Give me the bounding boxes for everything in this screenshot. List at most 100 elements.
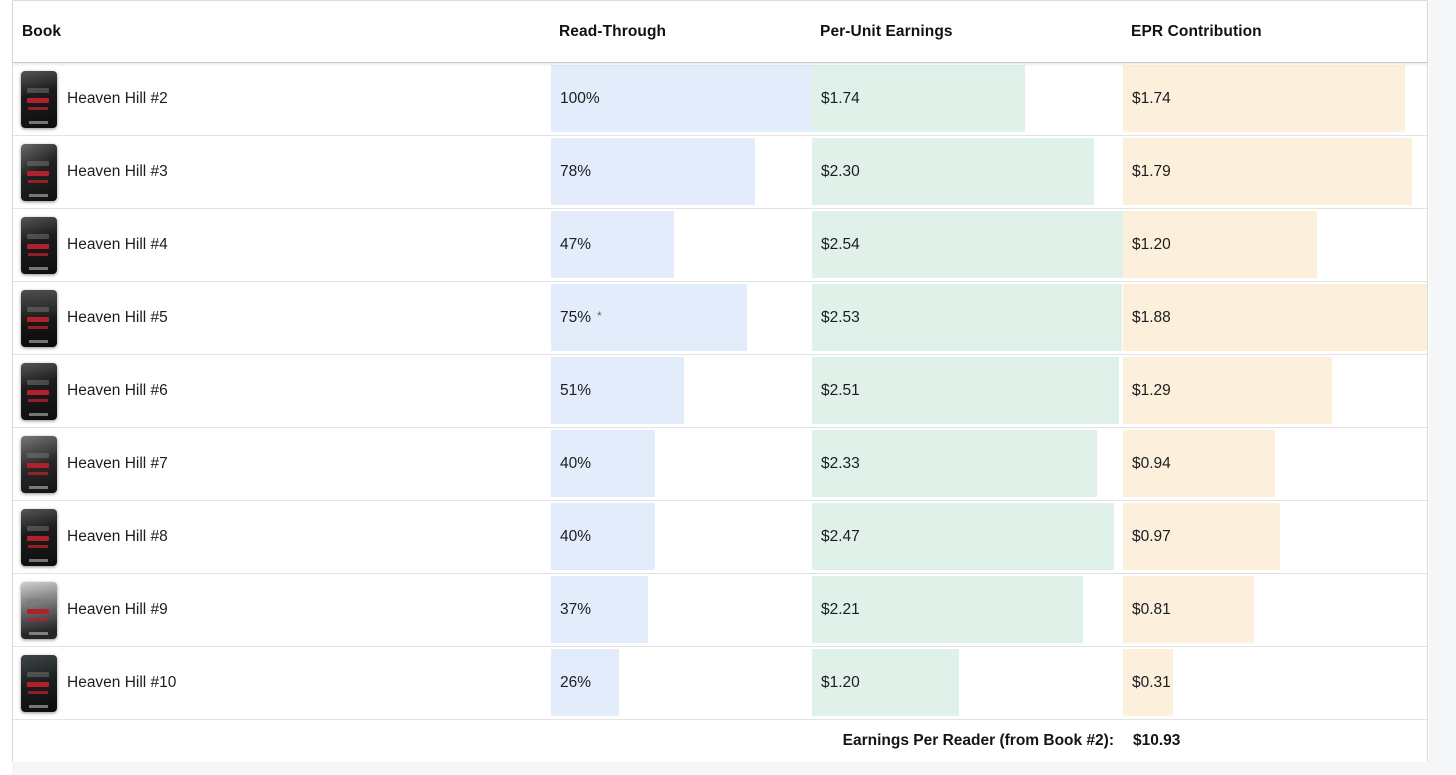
book-cover-image — [21, 362, 57, 420]
read-through-value: 100% — [560, 90, 600, 107]
page-background-bottom — [12, 762, 1429, 775]
table-header-row: Book Read-Through Per-Unit Earnings EPR … — [13, 1, 1427, 63]
epr-contribution-cell: $0.97 — [1123, 501, 1427, 573]
book-cell: Heaven Hill #2 — [13, 63, 551, 135]
book-cover-image — [21, 143, 57, 201]
epr-contribution-bar — [1123, 284, 1427, 351]
epr-contribution-value: $0.97 — [1132, 528, 1171, 545]
per-unit-earnings-bar — [812, 138, 1094, 205]
per-unit-earnings-value: $1.20 — [821, 674, 860, 691]
table-row: Heaven Hill #5 75% * $2.53 $1.88 — [13, 282, 1427, 355]
table-row: Heaven Hill #6 51% $2.51 $1.29 — [13, 355, 1427, 428]
epr-contribution-value: $1.20 — [1132, 236, 1171, 253]
book-title: Heaven Hill #6 — [67, 382, 168, 399]
per-unit-earnings-bar — [812, 357, 1120, 424]
column-header-read-through: Read-Through — [559, 22, 667, 40]
book-cover-image — [21, 70, 57, 128]
column-header-epr-contribution: EPR Contribution — [1131, 22, 1262, 40]
epr-total-value: $10.93 — [1133, 731, 1181, 749]
epr-contribution-value: $0.31 — [1132, 674, 1171, 691]
estimate-asterisk: * — [597, 309, 602, 323]
epr-contribution-cell: $1.20 — [1123, 209, 1427, 281]
epr-contribution-cell: $1.79 — [1123, 136, 1427, 208]
book-cell: Heaven Hill #4 — [13, 209, 551, 281]
read-through-value: 26% — [560, 674, 592, 691]
per-unit-earnings-value: $1.74 — [821, 90, 860, 107]
table-row: Heaven Hill #7 40% $2.33 $0.94 — [13, 428, 1427, 501]
read-through-value: 47% — [560, 236, 592, 253]
book-cell: Heaven Hill #6 — [13, 355, 551, 427]
table-row: Heaven Hill #3 78% $2.30 $1.79 — [13, 136, 1427, 209]
per-unit-earnings-cell: $1.20 — [812, 647, 1123, 719]
table-footer-row: Earnings Per Reader (from Book #2): $10.… — [13, 720, 1427, 761]
epr-contribution-bar — [1123, 430, 1275, 497]
book-cover-image — [21, 289, 57, 347]
read-through-cell: 51% — [551, 355, 812, 427]
per-unit-earnings-bar — [812, 649, 959, 716]
table-row: Heaven Hill #10 26% $1.20 $0.31 — [13, 647, 1427, 720]
read-through-cell: 47% — [551, 209, 812, 281]
epr-contribution-bar — [1123, 211, 1317, 278]
read-through-value: 40% — [560, 528, 592, 545]
read-through-value: 78% — [560, 163, 592, 180]
read-through-cell: 40% — [551, 501, 812, 573]
read-through-cell: 37% — [551, 574, 812, 646]
epr-contribution-bar — [1123, 357, 1332, 424]
read-through-bar — [551, 576, 648, 643]
per-unit-earnings-cell: $2.30 — [812, 136, 1123, 208]
book-title: Heaven Hill #8 — [67, 528, 168, 545]
epr-contribution-value: $1.29 — [1132, 382, 1171, 399]
book-cell: Heaven Hill #8 — [13, 501, 551, 573]
epr-contribution-value: $1.88 — [1132, 309, 1171, 326]
per-unit-earnings-cell: $2.47 — [812, 501, 1123, 573]
epr-contribution-value: $1.74 — [1132, 90, 1171, 107]
per-unit-earnings-value: $2.30 — [821, 163, 860, 180]
per-unit-earnings-cell: $2.53 — [812, 282, 1123, 354]
book-title: Heaven Hill #10 — [67, 674, 177, 691]
table-row: Heaven Hill #8 40% $2.47 $0.97 — [13, 501, 1427, 574]
table-row: Heaven Hill #9 37% $2.21 $0.81 — [13, 574, 1427, 647]
book-cover-image — [21, 508, 57, 566]
read-through-bar — [551, 211, 674, 278]
book-title: Heaven Hill #3 — [67, 163, 168, 180]
read-through-bar — [551, 65, 812, 132]
column-header-book: Book — [22, 22, 62, 40]
read-through-cell: 75% * — [551, 282, 812, 354]
read-through-bar — [551, 357, 685, 424]
per-unit-earnings-value: $2.21 — [821, 601, 860, 618]
epr-contribution-value: $1.79 — [1132, 163, 1171, 180]
per-unit-earnings-value: $2.47 — [821, 528, 860, 545]
read-through-cell: 78% — [551, 136, 812, 208]
read-through-bar — [551, 138, 755, 205]
book-cell: Heaven Hill #3 — [13, 136, 551, 208]
per-unit-earnings-bar — [812, 503, 1115, 570]
epr-contribution-bar — [1123, 138, 1413, 205]
read-through-bar — [551, 430, 656, 497]
per-unit-earnings-bar — [812, 211, 1123, 278]
table-row: Heaven Hill #2 100% $1.74 $1.74 — [13, 63, 1427, 136]
read-through-value: 75% — [560, 309, 592, 326]
book-title: Heaven Hill #4 — [67, 236, 168, 253]
book-title: Heaven Hill #9 — [67, 601, 168, 618]
epr-contribution-bar — [1123, 503, 1280, 570]
table-row: Heaven Hill #4 47% $2.54 $1.20 — [13, 209, 1427, 282]
per-unit-earnings-cell: $1.74 — [812, 63, 1123, 135]
epr-total-label: Earnings Per Reader (from Book #2): — [842, 731, 1114, 749]
read-through-value: 37% — [560, 601, 592, 618]
column-header-per-unit-earnings: Per-Unit Earnings — [820, 22, 953, 40]
book-cell: Heaven Hill #9 — [13, 574, 551, 646]
book-cover-image — [21, 654, 57, 712]
per-unit-earnings-bar — [812, 430, 1098, 497]
table-body: Heaven Hill #2 100% $1.74 $1.74 Heaven H… — [13, 63, 1427, 720]
book-cell: Heaven Hill #5 — [13, 282, 551, 354]
epr-contribution-value: $0.81 — [1132, 601, 1171, 618]
read-through-bar — [551, 649, 619, 716]
epr-contribution-cell: $1.88 — [1123, 282, 1427, 354]
book-cover-image — [21, 216, 57, 274]
epr-contribution-cell: $0.81 — [1123, 574, 1427, 646]
read-through-value: 51% — [560, 382, 592, 399]
epr-contribution-cell: $1.74 — [1123, 63, 1427, 135]
book-title: Heaven Hill #2 — [67, 90, 168, 107]
book-title: Heaven Hill #5 — [67, 309, 168, 326]
page-background-right — [1429, 0, 1456, 775]
